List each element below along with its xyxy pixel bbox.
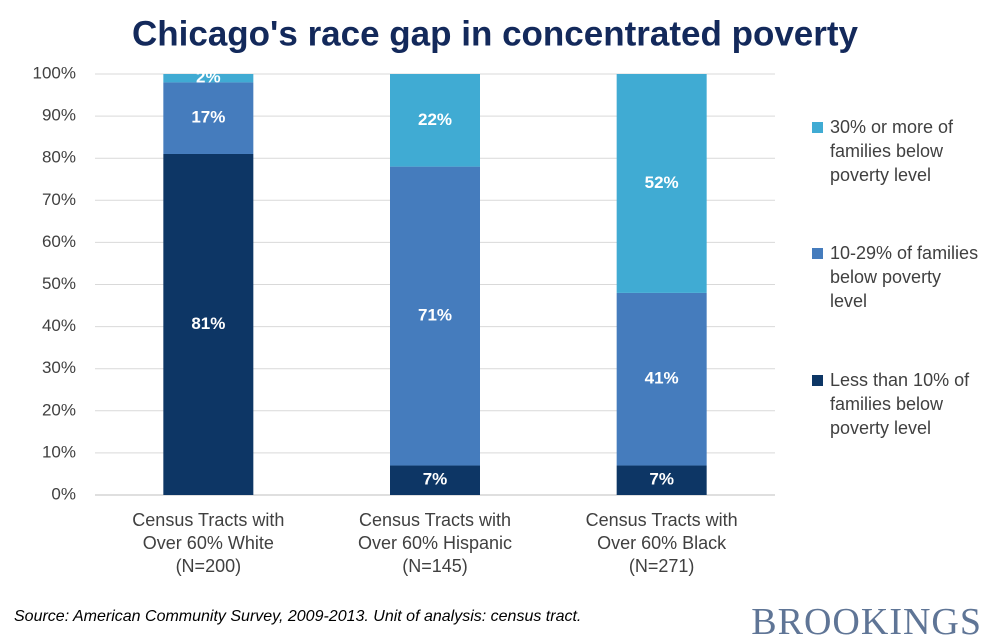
chart-title: Chicago's race gap in concentrated pover… [132,14,859,53]
y-tick-label: 20% [42,400,76,419]
value-label: 7% [423,470,448,489]
x-tick-label: Census Tracts with Over 60% White (N=200… [132,510,285,576]
bar-segment [616,74,707,293]
legend-swatch [812,122,823,133]
y-tick-label: 100% [33,63,76,82]
y-tick-label: 80% [42,148,76,167]
y-tick-label: 50% [42,274,76,293]
x-tick-label: Census Tracts with Over 60% Black (N=271… [585,510,738,576]
y-tick-label: 30% [42,358,76,377]
bar-segment [163,82,254,154]
bar-segment [390,166,480,466]
bar-segment [163,74,254,83]
value-label: 41% [645,369,679,388]
bar-segment [390,465,480,495]
y-tick-label: 40% [42,316,76,335]
y-tick-label: 60% [42,232,76,251]
legend-label: 30% or more of families below poverty le… [830,117,954,185]
y-tick-label: 70% [42,190,76,209]
y-tick-label: 10% [42,442,76,461]
bar-segment [390,74,480,167]
value-label: 71% [418,306,452,325]
value-label: 7% [649,470,674,489]
y-tick-label: 0% [51,484,76,503]
legend-label: 10-29% of families below poverty level [830,243,979,311]
bar-segment [616,292,707,466]
x-tick-label: Census Tracts with Over 60% Hispanic (N=… [357,510,513,576]
bar-segment [163,153,254,496]
value-label: 2% [196,68,221,87]
legend-swatch [812,375,823,386]
value-label: 22% [418,110,452,129]
y-tick-label: 90% [42,106,76,125]
legend-label: Less than 10% of families below poverty … [830,370,970,438]
bar-segment [616,465,707,495]
value-label: 81% [191,314,225,333]
source-note: Source: American Community Survey, 2009-… [14,608,582,625]
legend-swatch [812,248,823,259]
value-label: 17% [191,108,225,127]
value-label: 52% [645,173,679,192]
logo: BROOKINGS [751,601,982,643]
